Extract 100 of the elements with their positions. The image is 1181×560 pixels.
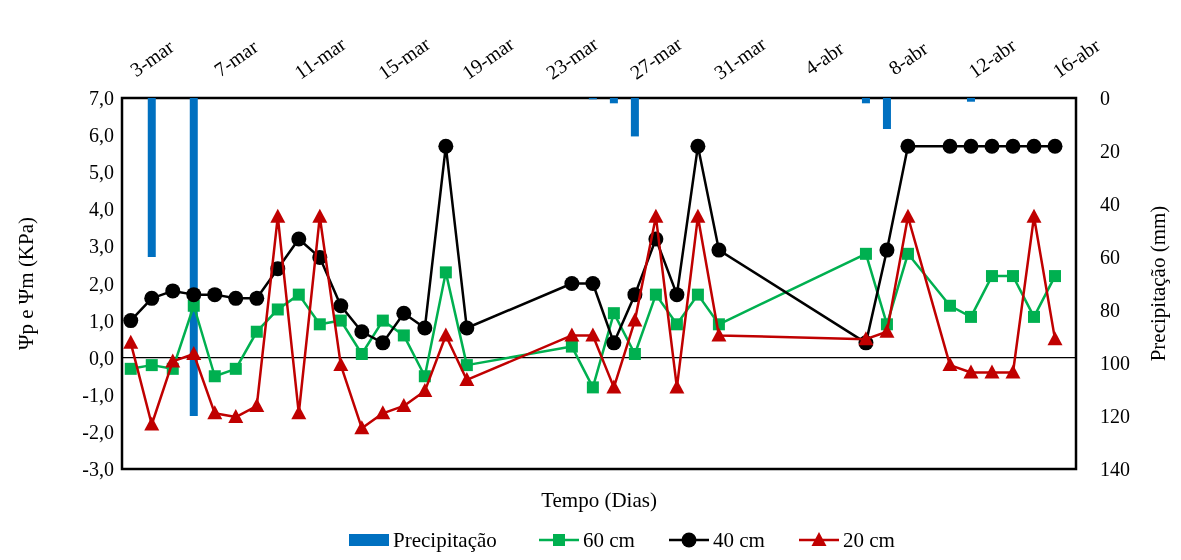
y-tick-label: 2,0 bbox=[89, 272, 114, 295]
point bbox=[291, 231, 307, 247]
point bbox=[334, 314, 347, 327]
point bbox=[207, 287, 223, 303]
point bbox=[207, 405, 223, 420]
y2-tick-label: 60 bbox=[1100, 246, 1120, 268]
point bbox=[984, 138, 1000, 154]
point bbox=[670, 318, 683, 331]
y-tick-label: 7,0 bbox=[89, 87, 114, 109]
point bbox=[564, 276, 580, 291]
y2-tick-label: 120 bbox=[1100, 405, 1130, 427]
point bbox=[1006, 270, 1019, 283]
point bbox=[690, 208, 706, 223]
point bbox=[900, 138, 916, 154]
point bbox=[648, 208, 664, 223]
point bbox=[628, 347, 641, 360]
point bbox=[228, 409, 244, 424]
point bbox=[270, 208, 286, 223]
legend-label: Precipitação bbox=[393, 528, 497, 553]
point bbox=[607, 307, 620, 320]
point bbox=[354, 420, 370, 435]
point bbox=[963, 138, 979, 154]
y2-tick-label: 20 bbox=[1100, 140, 1120, 162]
point bbox=[312, 208, 328, 223]
bar bbox=[630, 98, 639, 137]
point bbox=[376, 314, 389, 327]
bar bbox=[147, 98, 156, 257]
point bbox=[208, 370, 221, 383]
point bbox=[438, 138, 454, 154]
y-tick-label: 4,0 bbox=[89, 198, 114, 221]
point bbox=[586, 381, 599, 394]
y-tick-label: 5,0 bbox=[89, 161, 114, 184]
point bbox=[606, 379, 622, 394]
x-tick-label: 7-mar bbox=[209, 35, 262, 81]
point bbox=[144, 290, 160, 306]
point bbox=[438, 327, 454, 342]
legend-label: 60 cm bbox=[583, 528, 635, 553]
point bbox=[627, 312, 643, 327]
point bbox=[964, 310, 977, 323]
bar bbox=[609, 98, 618, 104]
point bbox=[459, 371, 475, 386]
point bbox=[585, 327, 601, 342]
point bbox=[186, 287, 202, 303]
y2-tick-label: 0 bbox=[1100, 87, 1110, 109]
y-axis-title: Ψp e Ψm (KPa) bbox=[14, 216, 39, 351]
y2-tick-label: 80 bbox=[1100, 299, 1120, 321]
y-tick-label: -2,0 bbox=[82, 420, 114, 443]
point bbox=[1047, 138, 1063, 154]
point bbox=[879, 323, 895, 338]
point bbox=[396, 305, 412, 321]
point bbox=[942, 138, 958, 154]
y-tick-label: 0,0 bbox=[89, 346, 114, 369]
point bbox=[711, 242, 727, 258]
point bbox=[375, 335, 391, 351]
point bbox=[901, 247, 914, 260]
y2-tick-label: 40 bbox=[1100, 193, 1120, 215]
point bbox=[417, 320, 433, 336]
y-tick-label: 3,0 bbox=[89, 235, 114, 258]
point bbox=[879, 242, 895, 258]
point bbox=[943, 299, 956, 312]
point bbox=[1048, 270, 1061, 283]
point bbox=[691, 288, 704, 301]
point bbox=[1027, 310, 1040, 323]
point bbox=[145, 359, 158, 372]
point bbox=[397, 329, 410, 342]
point bbox=[229, 362, 242, 375]
bar bbox=[861, 98, 870, 104]
point bbox=[333, 298, 349, 314]
y-tick-label: -1,0 bbox=[82, 383, 114, 406]
point bbox=[1005, 138, 1021, 154]
point bbox=[250, 325, 263, 338]
point bbox=[669, 287, 685, 303]
point bbox=[900, 208, 916, 223]
point bbox=[1047, 331, 1063, 346]
legend-label: 40 cm bbox=[713, 528, 765, 553]
point bbox=[711, 327, 727, 342]
point bbox=[942, 357, 958, 372]
y-tick-label: 6,0 bbox=[89, 124, 114, 147]
point bbox=[439, 266, 452, 279]
y2-tick-label: 100 bbox=[1100, 352, 1130, 374]
point bbox=[165, 353, 181, 368]
point bbox=[1026, 138, 1042, 154]
x-tick-label: 8-abr bbox=[884, 36, 932, 80]
point bbox=[144, 416, 160, 431]
x-tick-label: 4-abr bbox=[800, 36, 848, 80]
point bbox=[858, 331, 874, 346]
point bbox=[565, 340, 578, 353]
bar bbox=[882, 98, 891, 130]
point bbox=[417, 383, 433, 398]
point bbox=[123, 313, 139, 329]
point bbox=[186, 345, 202, 360]
point bbox=[1005, 364, 1021, 379]
point bbox=[585, 276, 601, 291]
point bbox=[690, 138, 706, 154]
point bbox=[459, 320, 475, 336]
point bbox=[355, 347, 368, 360]
x-axis-title: Tempo (Dias) bbox=[541, 488, 657, 513]
point bbox=[228, 290, 244, 306]
point bbox=[123, 334, 139, 349]
point bbox=[292, 288, 305, 301]
